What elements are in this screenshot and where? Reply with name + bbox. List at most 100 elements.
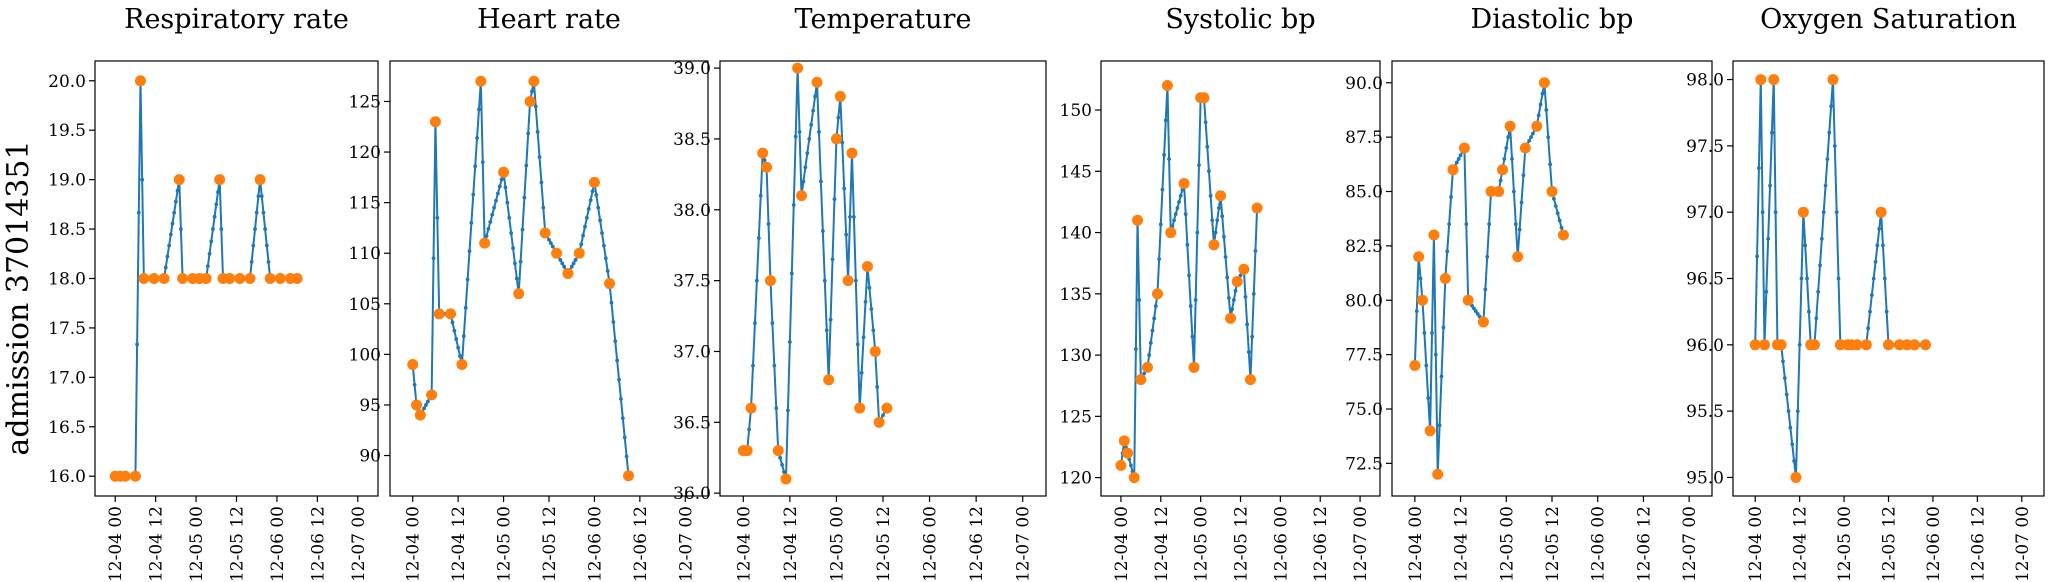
interpolated-point	[600, 231, 604, 235]
interpolated-point	[881, 413, 885, 418]
x-tick-label: 12-07 00	[1014, 506, 1034, 582]
interpolated-point	[751, 363, 755, 368]
interpolated-point	[1538, 102, 1543, 107]
y-tick-label: 97.0	[1686, 203, 1724, 223]
series-line	[743, 68, 888, 480]
y-tick-label: 125	[1060, 407, 1092, 427]
observed-point	[1151, 288, 1163, 300]
interpolated-point	[1875, 243, 1880, 248]
interpolated-point	[789, 271, 794, 276]
interpolated-point	[463, 305, 468, 310]
observed-point	[148, 273, 160, 284]
observed-point	[1775, 339, 1787, 351]
interpolated-point	[1433, 352, 1438, 357]
x-tick-label: 12-07 00	[349, 506, 369, 582]
interpolated-point	[1869, 293, 1874, 297]
interpolated-point	[596, 205, 601, 210]
interpolated-point	[1207, 169, 1211, 174]
x-tick-label: 12-04 00	[734, 506, 754, 582]
interpolated-point	[822, 278, 827, 283]
x-tick-label: 12-05 00	[1497, 506, 1517, 582]
interpolated-point	[774, 406, 779, 411]
observed-point	[811, 76, 823, 88]
interpolated-point	[594, 193, 599, 197]
y-tick-label: 96.5	[1686, 270, 1724, 290]
y-tick-label: 38.0	[673, 201, 711, 221]
y-tick-label: 19.5	[48, 121, 86, 141]
interpolated-point	[214, 202, 219, 207]
interpolated-point	[1559, 225, 1564, 230]
interpolated-point	[613, 339, 618, 344]
interpolated-point	[1172, 218, 1176, 223]
observed-point	[1920, 339, 1932, 351]
interpolated-point	[509, 231, 514, 235]
interpolated-point	[1458, 153, 1463, 158]
y-tick-label: 36.0	[673, 484, 711, 504]
interpolated-point	[1483, 287, 1488, 292]
observed-point	[869, 345, 881, 357]
x-tick-label: 12-04 12	[1152, 506, 1172, 582]
interpolated-point	[1231, 298, 1236, 302]
chart-title: Temperature	[795, 4, 972, 35]
observed-point	[823, 374, 835, 386]
observed-point	[119, 470, 131, 482]
interpolated-point	[212, 214, 217, 219]
y-tick-label: 130	[1060, 346, 1092, 366]
interpolated-point	[535, 129, 540, 134]
interpolated-point	[813, 94, 817, 99]
interpolated-point	[782, 470, 786, 474]
interpolated-point	[205, 264, 210, 269]
interpolated-point	[590, 189, 595, 194]
observed-point	[1128, 472, 1140, 484]
interpolated-point	[1472, 306, 1476, 311]
interpolated-point	[1773, 210, 1778, 215]
observed-point	[426, 389, 438, 401]
interpolated-point	[266, 260, 271, 264]
interpolated-point	[1757, 166, 1761, 170]
interpolated-point	[497, 184, 502, 189]
observed-point	[745, 402, 757, 414]
observed-point	[274, 273, 286, 284]
y-tick-label: 18.0	[48, 270, 86, 290]
y-tick-label: 19.0	[48, 171, 86, 191]
y-tick-label: 115	[349, 194, 381, 214]
x-tick-label: 12-05 00	[187, 506, 207, 582]
interpolated-point	[533, 104, 538, 109]
interpolated-point	[1803, 243, 1808, 248]
interpolated-point	[791, 203, 796, 207]
observed-point	[475, 75, 487, 87]
observed-point	[1118, 435, 1130, 447]
row-label: admission 37014351	[1, 140, 36, 455]
interpolated-point	[1797, 342, 1802, 347]
interpolated-point	[762, 158, 767, 163]
interpolated-point	[492, 205, 497, 210]
interpolated-point	[1153, 304, 1158, 308]
interpolated-point	[1795, 409, 1800, 414]
observed-point	[433, 308, 445, 320]
interpolated-point	[1519, 200, 1524, 205]
observed-point	[1409, 360, 1421, 371]
y-tick-label: 16.0	[48, 467, 86, 487]
y-tick-label: 38.5	[673, 130, 711, 150]
interpolated-point	[1456, 156, 1461, 161]
observed-point	[1178, 178, 1190, 190]
interpolated-point	[488, 219, 493, 224]
x-tick-label: 12-06 00	[1271, 506, 1291, 582]
interpolated-point	[461, 334, 466, 339]
interpolated-point	[1437, 423, 1442, 428]
interpolated-point	[1441, 325, 1446, 330]
interpolated-point	[1766, 236, 1771, 241]
observed-point	[129, 470, 141, 482]
interpolated-point	[1781, 359, 1785, 364]
interpolated-point	[1203, 120, 1208, 125]
observed-point	[1447, 164, 1459, 176]
interpolated-point	[1188, 304, 1193, 308]
interpolated-point	[787, 340, 792, 344]
observed-point	[1231, 276, 1243, 288]
y-tick-label: 17.0	[48, 368, 86, 388]
interpolated-point	[1529, 135, 1533, 140]
observed-point	[224, 273, 236, 284]
interpolated-point	[617, 377, 621, 382]
interpolated-point	[1148, 340, 1153, 345]
interpolated-point	[1150, 328, 1155, 333]
